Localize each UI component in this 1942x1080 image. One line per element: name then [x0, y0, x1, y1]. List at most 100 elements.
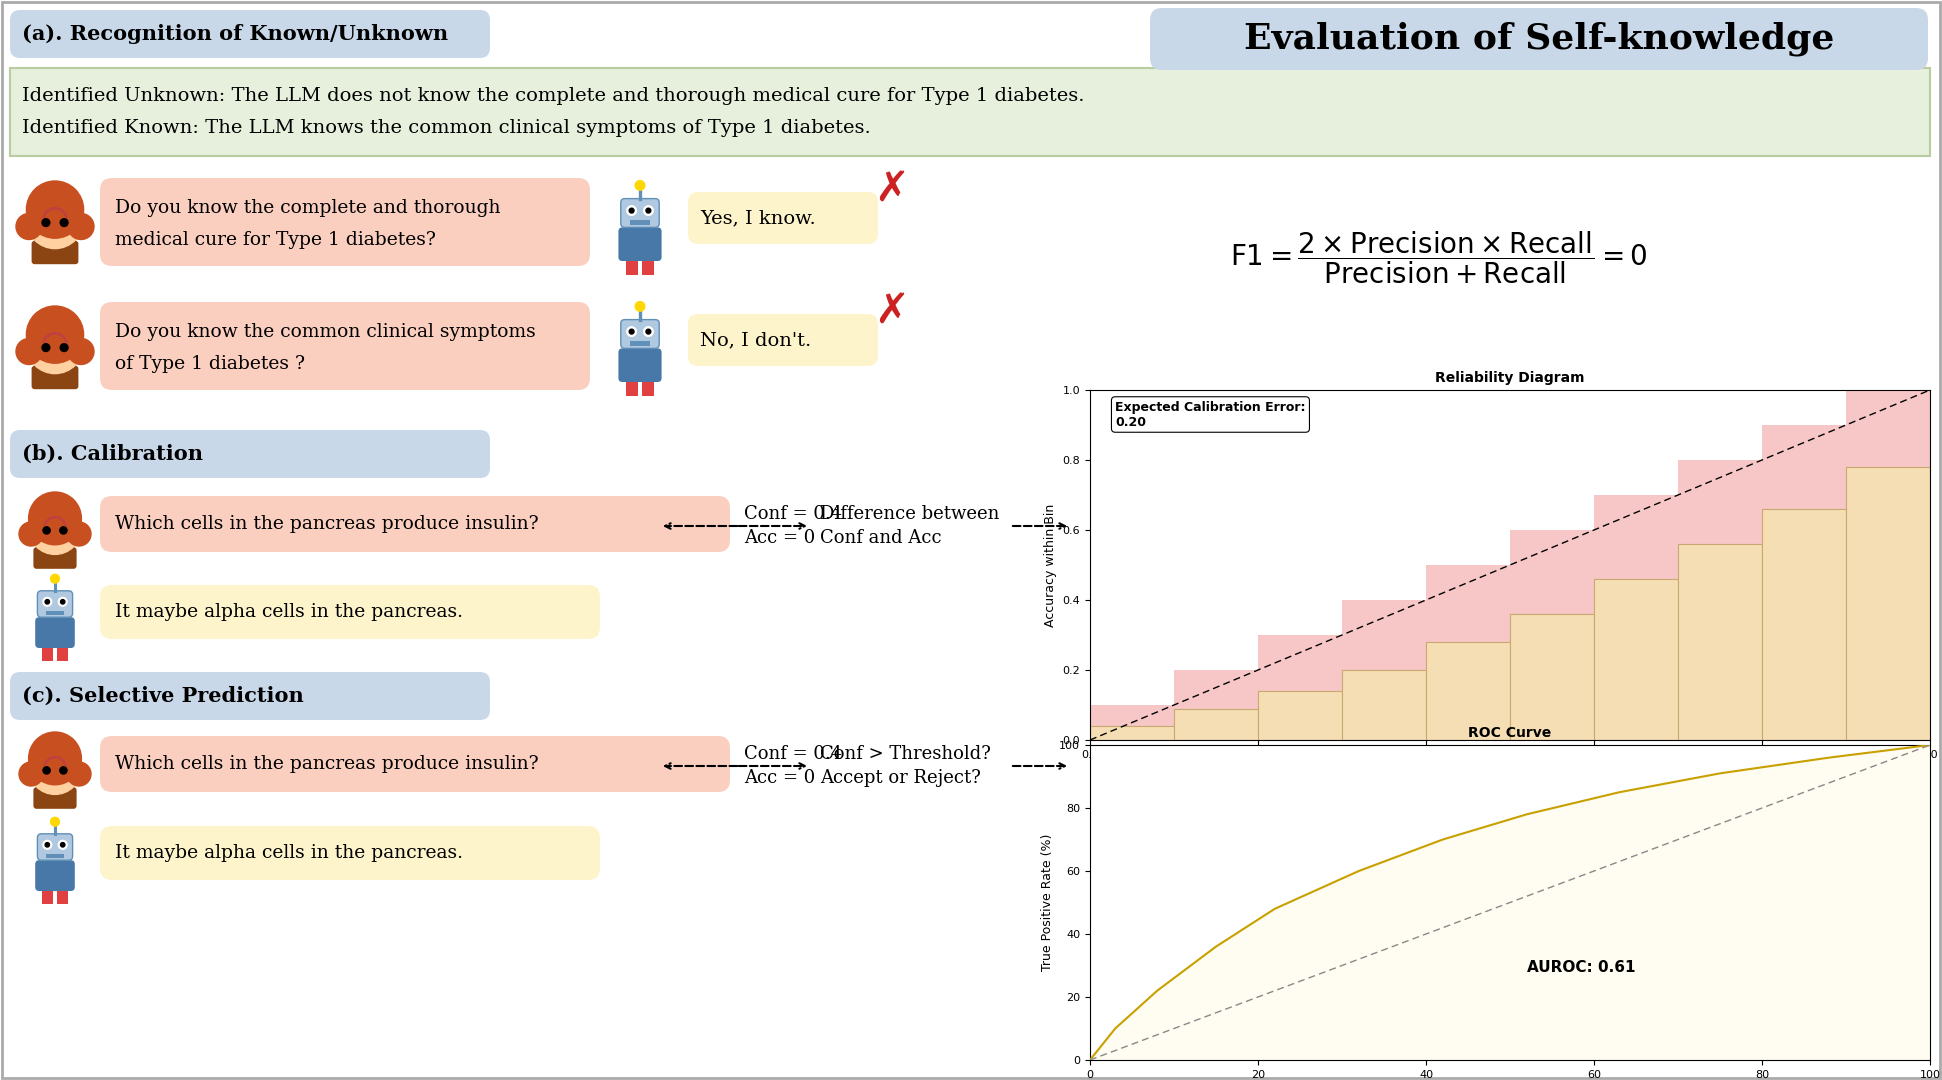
Bar [1089, 705, 1175, 726]
Text: Acc = 0: Acc = 0 [744, 769, 816, 787]
Text: Which cells in the pancreas produce insulin?: Which cells in the pancreas produce insu… [115, 755, 538, 773]
Text: Do you know the common clinical symptoms: Do you know the common clinical symptoms [115, 323, 536, 341]
Circle shape [629, 208, 633, 213]
Text: $\mathrm{F1} = \dfrac{2 \times \mathrm{Precision} \times \mathrm{Recall}}{\mathr: $\mathrm{F1} = \dfrac{2 \times \mathrm{P… [1229, 230, 1649, 286]
Y-axis label: True Positive Rate (%): True Positive Rate (%) [1041, 834, 1055, 971]
Circle shape [627, 206, 637, 215]
Bar [35, 538, 74, 564]
Title: Reliability Diagram: Reliability Diagram [1435, 370, 1585, 384]
Bar [1175, 708, 1258, 740]
Text: Yes, I know.: Yes, I know. [699, 210, 816, 227]
FancyBboxPatch shape [99, 302, 590, 390]
Circle shape [29, 732, 82, 785]
Circle shape [43, 218, 50, 227]
Text: Conf = 0.4: Conf = 0.4 [744, 505, 843, 523]
Circle shape [27, 316, 84, 374]
Bar [1678, 544, 1761, 740]
FancyBboxPatch shape [10, 430, 489, 478]
Text: Conf and Acc: Conf and Acc [820, 529, 942, 546]
FancyBboxPatch shape [687, 192, 878, 244]
Text: No, I don't.: No, I don't. [699, 330, 812, 349]
Circle shape [647, 329, 651, 334]
Circle shape [45, 599, 49, 604]
Bar [1342, 670, 1425, 740]
Circle shape [635, 180, 645, 190]
FancyBboxPatch shape [10, 672, 489, 720]
Bar [643, 261, 654, 275]
Text: of Type 1 diabetes ?: of Type 1 diabetes ? [115, 355, 305, 373]
Bar [35, 230, 76, 259]
Circle shape [68, 214, 93, 240]
Circle shape [27, 181, 84, 239]
Bar [1511, 530, 1594, 615]
Bar [1425, 642, 1511, 740]
Circle shape [50, 575, 60, 583]
Circle shape [627, 327, 637, 336]
Circle shape [68, 762, 91, 786]
Text: AUROC: 0.61: AUROC: 0.61 [1526, 960, 1635, 975]
FancyBboxPatch shape [99, 735, 730, 792]
FancyBboxPatch shape [618, 228, 662, 261]
Title: ROC Curve: ROC Curve [1468, 726, 1552, 740]
Circle shape [60, 218, 68, 227]
FancyBboxPatch shape [99, 496, 730, 552]
FancyBboxPatch shape [621, 320, 658, 349]
Bar [56, 891, 68, 904]
Text: Evaluation of Self-knowledge: Evaluation of Self-knowledge [1243, 22, 1833, 56]
Text: Difference between: Difference between [820, 505, 1000, 523]
Bar [625, 261, 637, 275]
Text: (c). Selective Prediction: (c). Selective Prediction [21, 686, 303, 706]
Bar [631, 341, 651, 346]
Circle shape [43, 840, 52, 849]
Circle shape [29, 492, 82, 544]
Bar [10, 68, 1930, 156]
Circle shape [60, 767, 68, 774]
Bar [1342, 600, 1425, 670]
FancyBboxPatch shape [35, 617, 76, 648]
Text: (a). Recognition of Known/Unknown: (a). Recognition of Known/Unknown [21, 24, 449, 44]
Text: Acc = 0: Acc = 0 [744, 529, 816, 546]
Bar [1594, 495, 1678, 579]
Bar [1594, 579, 1678, 740]
Bar [1175, 670, 1258, 708]
Bar [1425, 565, 1511, 642]
Bar [1678, 460, 1761, 544]
FancyBboxPatch shape [37, 591, 72, 617]
FancyBboxPatch shape [33, 548, 76, 569]
FancyBboxPatch shape [1150, 8, 1928, 70]
FancyBboxPatch shape [99, 826, 600, 880]
Text: Accept or Reject?: Accept or Reject? [820, 769, 981, 787]
Bar [43, 648, 52, 661]
Text: Identified Known: The LLM knows the common clinical symptoms of Type 1 diabetes.: Identified Known: The LLM knows the comm… [21, 119, 870, 137]
Bar [56, 648, 68, 661]
Circle shape [29, 742, 82, 795]
Text: Expected Calibration Error:
0.20: Expected Calibration Error: 0.20 [1115, 401, 1305, 429]
Circle shape [643, 206, 653, 215]
FancyBboxPatch shape [99, 585, 600, 639]
Circle shape [27, 191, 84, 248]
Circle shape [60, 343, 68, 351]
Circle shape [635, 301, 645, 311]
Text: It maybe alpha cells in the pancreas.: It maybe alpha cells in the pancreas. [115, 603, 462, 621]
Bar [1511, 615, 1594, 740]
Circle shape [43, 767, 50, 774]
Bar [1089, 726, 1175, 740]
Bar [1761, 426, 1847, 509]
Circle shape [43, 343, 50, 351]
Text: Identified Unknown: The LLM does not know the complete and thorough medical cure: Identified Unknown: The LLM does not kno… [21, 87, 1084, 105]
Text: (b). Calibration: (b). Calibration [21, 444, 204, 464]
X-axis label: Confidence Bin: Confidence Bin [1462, 766, 1557, 779]
Bar [631, 220, 651, 225]
FancyBboxPatch shape [35, 860, 76, 891]
Circle shape [643, 327, 653, 336]
Text: Conf > Threshold?: Conf > Threshold? [820, 745, 990, 762]
Text: It maybe alpha cells in the pancreas.: It maybe alpha cells in the pancreas. [115, 843, 462, 862]
Text: ✗: ✗ [874, 168, 909, 211]
Circle shape [43, 527, 50, 534]
FancyBboxPatch shape [99, 178, 590, 266]
Circle shape [43, 597, 52, 606]
Circle shape [16, 338, 43, 365]
Circle shape [50, 818, 60, 826]
Circle shape [27, 306, 84, 363]
Text: Conf = 0.4: Conf = 0.4 [744, 745, 843, 762]
